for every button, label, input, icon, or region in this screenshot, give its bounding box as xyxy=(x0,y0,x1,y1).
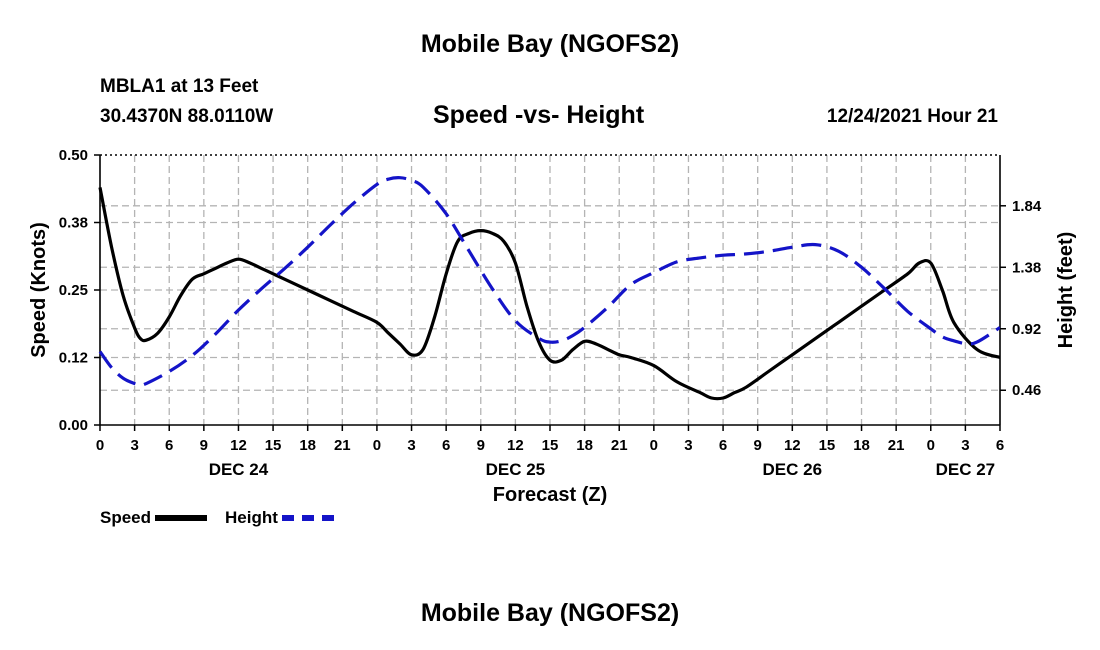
x-tick-label: 15 xyxy=(819,437,836,454)
chart-subtitle: Speed -vs- Height xyxy=(433,101,645,129)
forecast-timestamp: 12/24/2021 Hour 21 xyxy=(826,106,998,127)
y2-tick-label: 1.84 xyxy=(1012,198,1042,215)
tick-layer: 0 3 6 9 12 15 18 21 0 3 6 9 12 15 18 21 0 3 6 9 12 15 18 21 0 3 6 0… xyxy=(59,147,1042,479)
x-tick-label: 0 xyxy=(96,437,104,454)
footer-title: Mobile Bay (NGOFS2) xyxy=(420,599,680,627)
x-tick-label: 15 xyxy=(542,437,559,454)
day-label: DEC 27 xyxy=(936,460,996,479)
speed-series-line xyxy=(98,187,1001,401)
x-tick-label: 6 xyxy=(165,437,173,454)
x-tick-label: 6 xyxy=(719,437,727,454)
x-tick-label: 18 xyxy=(576,437,593,454)
x-tick-label: 0 xyxy=(927,437,935,454)
y2-tick-label: 0.92 xyxy=(1012,321,1041,338)
x-tick-label: 3 xyxy=(961,437,969,454)
x-tick-label: 9 xyxy=(477,437,485,454)
series-layer xyxy=(98,176,1001,401)
legend-height-swatch xyxy=(281,515,334,521)
x-tick-label: 12 xyxy=(507,437,524,454)
y-tick-label: 0.12 xyxy=(59,350,88,367)
height-series-line xyxy=(98,176,1001,387)
y2-tick-label: 0.46 xyxy=(1012,382,1041,399)
x-tick-label: 21 xyxy=(334,437,351,454)
x-tick-label: 9 xyxy=(200,437,208,454)
x-tick-label: 21 xyxy=(888,437,905,454)
y2-tick-label: 1.38 xyxy=(1012,259,1041,276)
day-label: DEC 25 xyxy=(486,460,546,479)
x-tick-label: 0 xyxy=(373,437,381,454)
y-axis-label-right: Height (feet) xyxy=(1055,232,1077,349)
legend-height-label: Height xyxy=(225,508,278,527)
x-tick-label: 6 xyxy=(442,437,450,454)
y-tick-label: 0.00 xyxy=(59,417,88,434)
day-label: DEC 26 xyxy=(763,460,823,479)
station-coordinates: 30.4370N 88.0110W xyxy=(100,106,274,127)
x-tick-label: 18 xyxy=(299,437,316,454)
chart-legend: Speed Height xyxy=(100,508,334,528)
station-label: MBLA1 at 13 Feet xyxy=(100,76,259,97)
x-tick-label: 3 xyxy=(407,437,415,454)
day-label: DEC 24 xyxy=(209,460,269,479)
x-tick-label: 0 xyxy=(650,437,658,454)
x-tick-label: 15 xyxy=(265,437,282,454)
x-tick-label: 6 xyxy=(996,437,1004,454)
x-axis-label: Forecast (Z) xyxy=(493,484,607,506)
legend-speed-label: Speed xyxy=(100,508,152,527)
y-tick-label: 0.25 xyxy=(59,282,88,299)
legend-speed-swatch xyxy=(155,515,208,521)
x-tick-label: 9 xyxy=(754,437,762,454)
y-axis-label-left: Speed (Knots) xyxy=(28,222,50,358)
x-tick-label: 3 xyxy=(130,437,138,454)
x-tick-label: 21 xyxy=(611,437,628,454)
y-tick-label: 0.50 xyxy=(59,147,88,164)
x-tick-label: 3 xyxy=(684,437,692,454)
chart-grid xyxy=(100,155,1000,425)
x-tick-label: 12 xyxy=(784,437,801,454)
y-tick-label: 0.38 xyxy=(59,215,88,232)
x-tick-label: 18 xyxy=(853,437,870,454)
chart-title: Mobile Bay (NGOFS2) xyxy=(420,30,680,58)
x-tick-label: 12 xyxy=(230,437,247,454)
